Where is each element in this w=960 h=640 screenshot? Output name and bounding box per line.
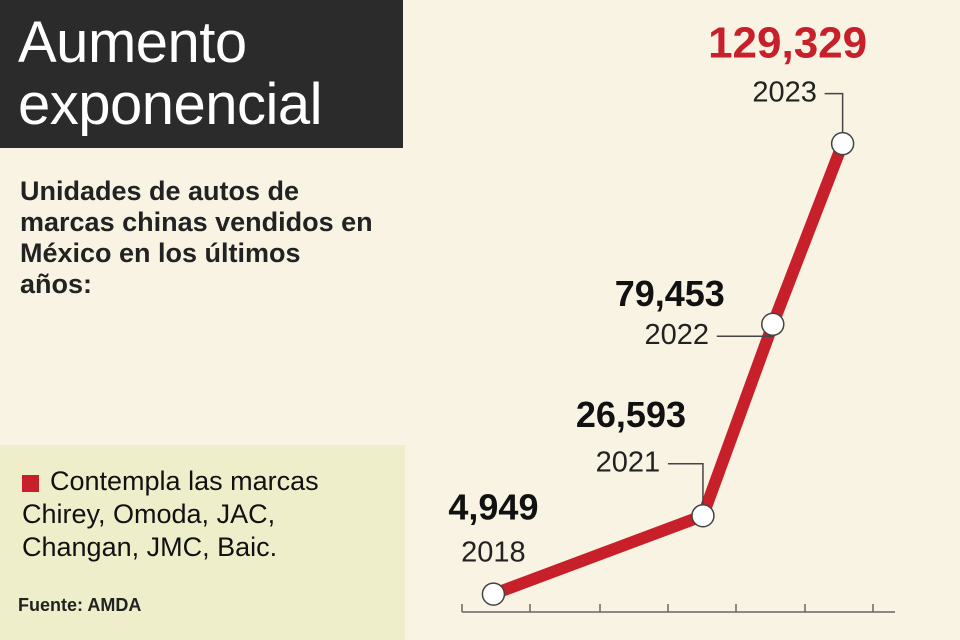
note-marker bbox=[22, 475, 39, 492]
value-label: 129,329 bbox=[708, 18, 867, 67]
point bbox=[481, 582, 506, 606]
value-label: 26,593 bbox=[576, 394, 686, 435]
source: Fuente: AMDA bbox=[18, 595, 142, 615]
year-label: 2018 bbox=[461, 537, 526, 569]
point bbox=[830, 131, 855, 156]
note: Contempla las marcas Chirey, Omoda, JAC,… bbox=[22, 466, 319, 562]
point bbox=[691, 503, 715, 528]
value-label: 4,949 bbox=[448, 487, 538, 528]
year-label: 2023 bbox=[752, 76, 817, 108]
axis-decoration bbox=[461, 604, 874, 612]
line bbox=[491, 141, 849, 600]
connector bbox=[667, 462, 704, 516]
connector bbox=[824, 92, 844, 144]
point bbox=[761, 312, 785, 337]
chart-title: Aumento exponencial bbox=[0, 0, 403, 148]
note-box: Contempla las marcas Chirey, Omoda, JAC,… bbox=[0, 445, 405, 640]
subtitle: Unidades de autos de marcas chinas vendi… bbox=[20, 176, 373, 299]
year-label: 2022 bbox=[645, 319, 710, 351]
year-label: 2021 bbox=[596, 446, 661, 478]
value-label: 79,453 bbox=[615, 273, 725, 314]
